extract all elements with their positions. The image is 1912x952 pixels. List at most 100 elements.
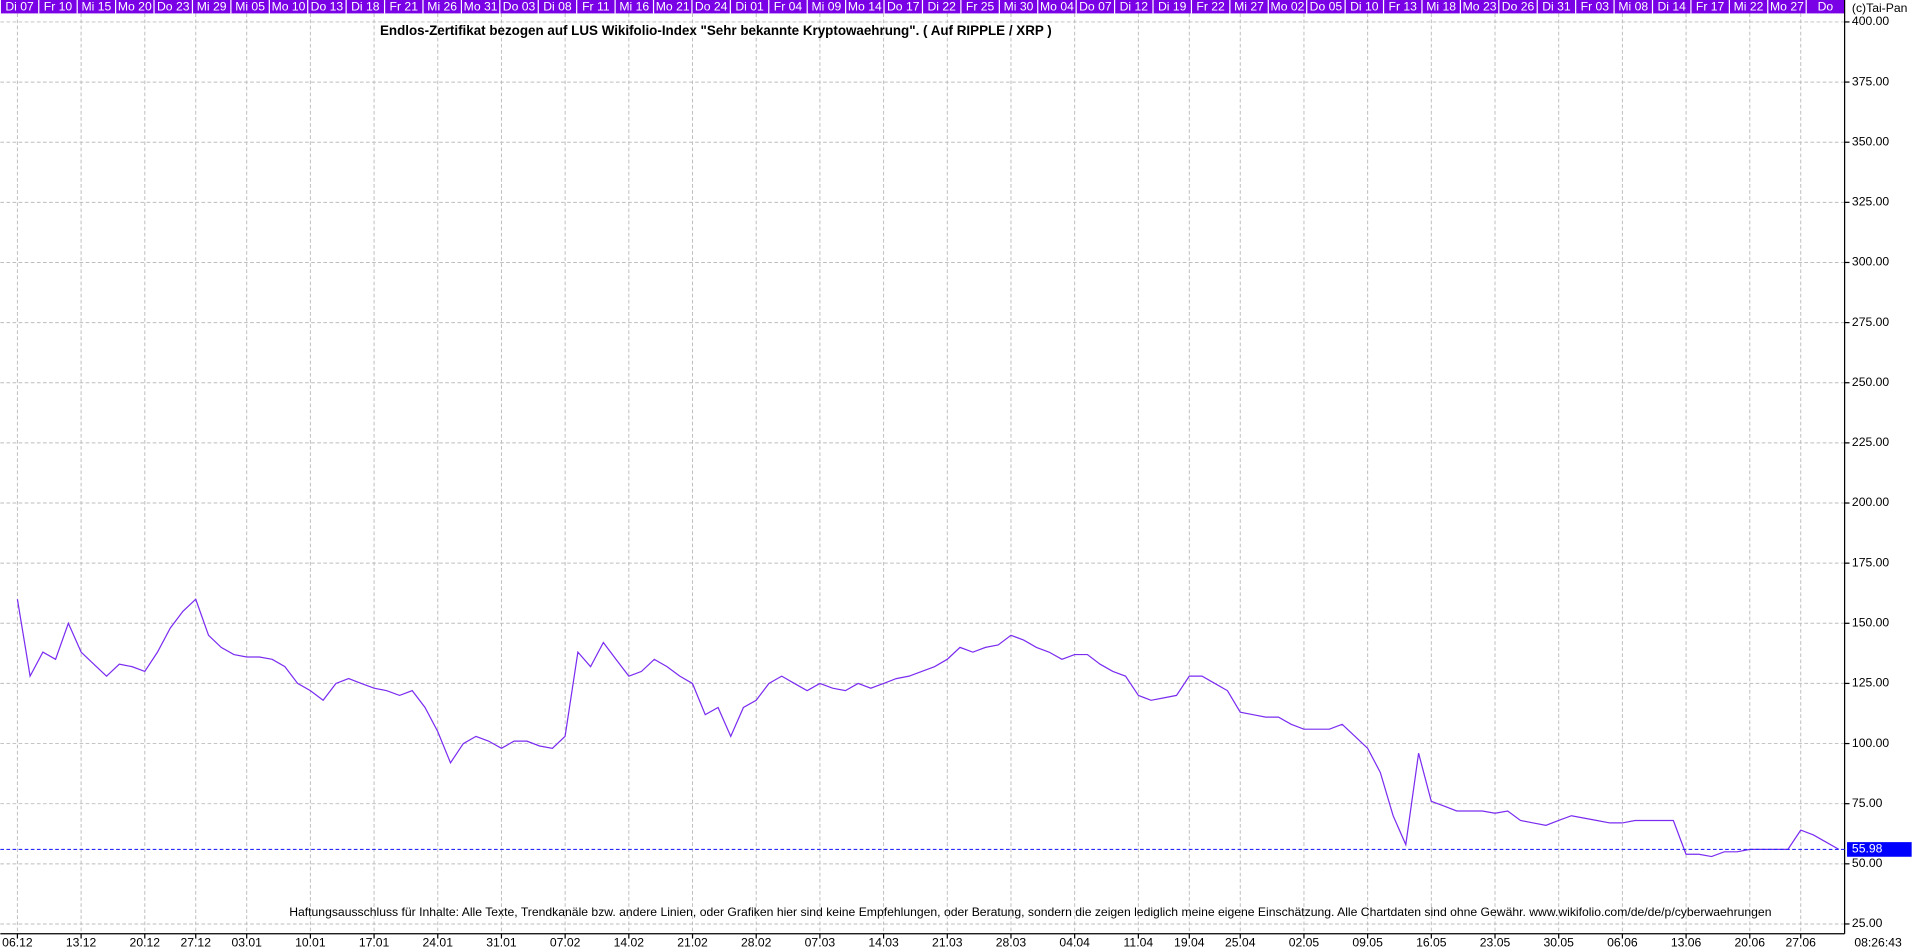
top-label: Mo 10 — [272, 0, 306, 14]
x-tick-label: 20.12 — [130, 936, 161, 950]
top-label: Mo 23 — [1463, 0, 1497, 14]
y-tick-label: 275.00 — [1852, 315, 1889, 329]
y-tick-label: 350.00 — [1852, 134, 1889, 148]
top-label: Do 13 — [311, 0, 344, 14]
x-tick-label: 24.01 — [423, 936, 454, 950]
x-tick-label: 30.05 — [1543, 936, 1574, 950]
top-label: Mi 30 — [1004, 0, 1034, 14]
x-tick-label: 31.01 — [486, 936, 517, 950]
top-label: Mo 14 — [848, 0, 882, 14]
time-label: 08:26:43 — [1854, 936, 1902, 950]
top-label: Do 17 — [887, 0, 920, 14]
y-tick-label: 200.00 — [1852, 495, 1889, 509]
x-tick-label: 19.04 — [1174, 936, 1205, 950]
x-tick-label: 14.02 — [614, 936, 645, 950]
top-label: Fr 10 — [44, 0, 73, 14]
top-label: Do 23 — [157, 0, 190, 14]
last-value-label: 55.98 — [1852, 842, 1883, 856]
top-label: Do — [1818, 0, 1834, 14]
x-tick-label: 10.01 — [295, 936, 326, 950]
top-label: Mi 08 — [1618, 0, 1648, 14]
top-label: Di 14 — [1658, 0, 1687, 14]
top-label: Do 26 — [1502, 0, 1535, 14]
top-label: Mi 22 — [1734, 0, 1764, 14]
x-tick-label: 21.02 — [677, 936, 708, 950]
x-tick-label: 06.12 — [2, 936, 33, 950]
top-label: Mo 20 — [118, 0, 152, 14]
x-tick-label: 14.03 — [868, 936, 899, 950]
top-label: Mi 16 — [619, 0, 649, 14]
y-tick-label: 250.00 — [1852, 375, 1889, 389]
top-label: Di 19 — [1158, 0, 1187, 14]
x-tick-label: 13.06 — [1671, 936, 1702, 950]
x-tick-label: 28.03 — [996, 936, 1027, 950]
top-label: Mo 27 — [1770, 0, 1804, 14]
top-label: Do 05 — [1310, 0, 1343, 14]
x-tick-label: 17.01 — [359, 936, 390, 950]
y-tick-label: 50.00 — [1852, 856, 1883, 870]
top-label: Mo 31 — [464, 0, 498, 14]
x-tick-label: 16.05 — [1416, 936, 1447, 950]
x-tick-label: 04.04 — [1059, 936, 1090, 950]
top-label: Mi 26 — [427, 0, 457, 14]
x-tick-label: 07.03 — [805, 936, 836, 950]
top-label: Fr 25 — [966, 0, 995, 14]
y-tick-label: 25.00 — [1852, 916, 1883, 930]
y-tick-label: 125.00 — [1852, 676, 1889, 690]
copyright: (c)Tai-Pan — [1852, 1, 1907, 15]
y-tick-label: 150.00 — [1852, 616, 1889, 630]
x-tick-label: 07.02 — [550, 936, 581, 950]
y-tick-label: 225.00 — [1852, 435, 1889, 449]
top-label: Mi 18 — [1426, 0, 1456, 14]
y-tick-label: 400.00 — [1852, 14, 1889, 28]
top-label: Di 07 — [5, 0, 34, 14]
x-tick-label: 13.12 — [66, 936, 97, 950]
top-label: Mi 09 — [812, 0, 842, 14]
last-value-box — [1847, 842, 1912, 857]
x-tick-label: 03.01 — [231, 936, 262, 950]
top-label: Mo 21 — [656, 0, 690, 14]
chart-title: Endlos-Zertifikat bezogen auf LUS Wikifo… — [380, 23, 1052, 38]
top-label: Di 22 — [927, 0, 956, 14]
top-label: Mo 02 — [1271, 0, 1305, 14]
top-label: Di 10 — [1350, 0, 1379, 14]
top-label: Mi 27 — [1234, 0, 1264, 14]
top-label: Di 08 — [543, 0, 572, 14]
x-tick-label: 21.03 — [932, 936, 963, 950]
x-tick-label: 09.05 — [1352, 936, 1383, 950]
x-tick-label: 23.05 — [1480, 936, 1511, 950]
disclaimer: Haftungsausschluss für Inhalte: Alle Tex… — [289, 905, 1771, 919]
top-label: Do 03 — [503, 0, 536, 14]
x-tick-label: 28.02 — [741, 936, 772, 950]
top-label: Mi 29 — [197, 0, 227, 14]
y-tick-label: 75.00 — [1852, 796, 1883, 810]
y-tick-label: 375.00 — [1852, 74, 1889, 88]
x-tick-label: 25.04 — [1225, 936, 1256, 950]
x-tick-label: 11.04 — [1124, 936, 1154, 950]
top-label: Fr 11 — [582, 0, 610, 14]
x-tick-label: 06.06 — [1607, 936, 1638, 950]
top-label: Mi 15 — [82, 0, 112, 14]
top-label: Fr 04 — [774, 0, 803, 14]
top-label: Di 01 — [735, 0, 764, 14]
y-tick-label: 325.00 — [1852, 195, 1889, 209]
top-label: Do 24 — [695, 0, 728, 14]
top-label: Mi 05 — [235, 0, 265, 14]
top-label: Di 18 — [351, 0, 380, 14]
top-label: Di 31 — [1542, 0, 1571, 14]
y-tick-label: 300.00 — [1852, 255, 1889, 269]
y-tick-label: 100.00 — [1852, 736, 1889, 750]
x-tick-label: 27.12 — [181, 936, 212, 950]
x-tick-label: 27.06 — [1785, 936, 1816, 950]
top-label: Fr 21 — [390, 0, 419, 14]
y-tick-label: 175.00 — [1852, 555, 1889, 569]
top-label: Fr 13 — [1389, 0, 1418, 14]
top-label: Fr 03 — [1581, 0, 1610, 14]
price-line — [16, 598, 1840, 858]
x-tick-label: 02.05 — [1289, 936, 1320, 950]
top-label: Fr 17 — [1696, 0, 1725, 14]
top-label: Mo 04 — [1040, 0, 1074, 14]
top-label: Fr 22 — [1196, 0, 1225, 14]
